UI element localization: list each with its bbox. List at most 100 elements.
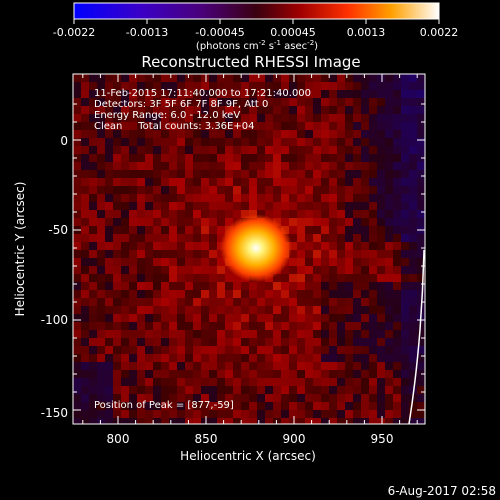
image-pixel (209, 210, 217, 218)
image-pixel (329, 170, 337, 178)
image-pixel (337, 114, 345, 122)
image-pixel (385, 154, 393, 162)
image-pixel (73, 122, 81, 130)
image-pixel (169, 282, 177, 290)
image-pixel (89, 330, 97, 338)
colorbar-tick-label: 0.0022 (420, 26, 459, 39)
image-pixel (281, 418, 289, 424)
image-pixel (105, 258, 113, 266)
image-pixel (321, 74, 329, 82)
image-pixel (177, 418, 185, 424)
image-pixel (161, 362, 169, 370)
image-pixel (209, 154, 217, 162)
image-pixel (361, 314, 369, 322)
image-pixel (361, 210, 369, 218)
image-pixel (385, 362, 393, 370)
image-pixel (369, 210, 377, 218)
image-pixel (337, 386, 345, 394)
image-pixel (217, 218, 225, 226)
image-pixel (73, 402, 81, 410)
image-pixel (145, 90, 153, 98)
image-pixel (185, 338, 193, 346)
image-pixel (273, 314, 281, 322)
image-pixel (177, 194, 185, 202)
image-pixel (417, 114, 425, 122)
image-pixel (113, 106, 121, 114)
image-pixel (297, 154, 305, 162)
image-pixel (401, 146, 409, 154)
image-pixel (369, 306, 377, 314)
image-pixel (169, 386, 177, 394)
image-pixel (369, 146, 377, 154)
image-pixel (113, 322, 121, 330)
image-pixel (385, 146, 393, 154)
image-pixel (225, 138, 233, 146)
image-pixel (401, 298, 409, 306)
image-pixel (417, 258, 425, 266)
image-pixel (377, 258, 385, 266)
image-pixel (193, 234, 201, 242)
image-pixel (81, 194, 89, 202)
image-pixel (193, 418, 201, 424)
image-pixel (201, 362, 209, 370)
image-pixel (337, 194, 345, 202)
image-pixel (369, 386, 377, 394)
image-pixel (297, 194, 305, 202)
image-pixel (409, 202, 417, 210)
image-pixel (329, 346, 337, 354)
image-pixel (217, 226, 225, 234)
image-pixel (209, 202, 217, 210)
image-pixel (337, 378, 345, 386)
image-pixel (369, 202, 377, 210)
image-pixel (305, 74, 313, 82)
image-pixel (265, 74, 273, 82)
image-pixel (329, 74, 337, 82)
image-pixel (361, 138, 369, 146)
image-pixel (401, 130, 409, 138)
image-pixel (329, 90, 337, 98)
image-pixel (153, 250, 161, 258)
image-pixel (217, 138, 225, 146)
image-pixel (121, 418, 129, 424)
image-pixel (385, 346, 393, 354)
image-pixel (337, 122, 345, 130)
colorbar-tick-label: -0.0022 (53, 26, 95, 39)
image-pixel (217, 306, 225, 314)
image-pixel (305, 266, 313, 274)
image-pixel (305, 402, 313, 410)
image-pixel (401, 338, 409, 346)
image-pixel (321, 330, 329, 338)
image-pixel (337, 82, 345, 90)
image-pixel (129, 330, 137, 338)
image-pixel (81, 378, 89, 386)
image-pixel (177, 210, 185, 218)
image-pixel (257, 146, 265, 154)
image-pixel (401, 378, 409, 386)
image-pixel (169, 330, 177, 338)
image-pixel (321, 258, 329, 266)
image-pixel (313, 82, 321, 90)
image-pixel (241, 322, 249, 330)
image-pixel (185, 106, 193, 114)
image-pixel (401, 386, 409, 394)
image-pixel (153, 122, 161, 130)
image-pixel (313, 258, 321, 266)
image-pixel (201, 386, 209, 394)
x-tick-label: 950 (371, 432, 394, 446)
image-pixel (201, 162, 209, 170)
image-pixel (409, 330, 417, 338)
image-pixel (161, 410, 169, 418)
x-axis-title: Heliocentric X (arcsec) (180, 449, 316, 463)
image-pixel (321, 282, 329, 290)
image-pixel (305, 378, 313, 386)
image-pixel (321, 178, 329, 186)
image-pixel (153, 346, 161, 354)
annotation-block: 11-Feb-2015 17:11:40.000 to 17:21:40.000… (94, 88, 311, 411)
image-pixel (345, 74, 353, 82)
image-pixel (81, 226, 89, 234)
image-pixel (89, 226, 97, 234)
image-pixel (281, 386, 289, 394)
image-pixel (289, 346, 297, 354)
image-pixel (417, 202, 425, 210)
image-pixel (97, 290, 105, 298)
